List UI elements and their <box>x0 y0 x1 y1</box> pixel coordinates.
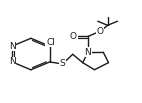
Text: O: O <box>70 32 77 41</box>
Text: N: N <box>9 57 15 66</box>
Text: S: S <box>59 59 65 68</box>
Text: N: N <box>9 42 15 51</box>
Text: N: N <box>85 48 91 57</box>
Text: Cl: Cl <box>46 38 55 47</box>
Text: O: O <box>97 27 104 36</box>
